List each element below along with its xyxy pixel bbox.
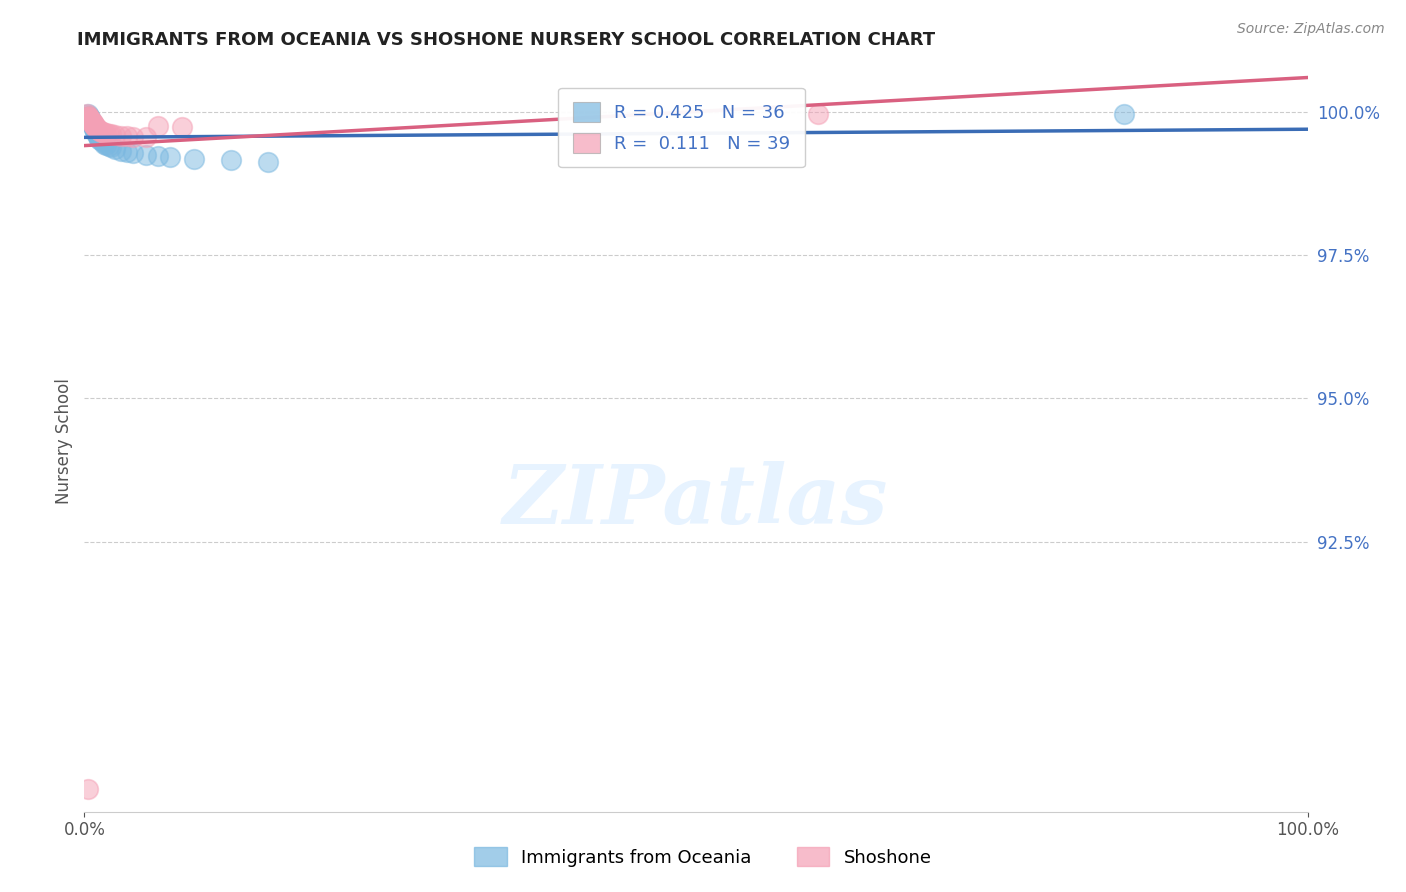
Point — [89, 124, 111, 138]
Point — [115, 145, 138, 159]
Point — [80, 115, 103, 129]
Point — [100, 140, 122, 154]
Point — [104, 142, 127, 156]
Point — [219, 153, 242, 168]
Point — [83, 118, 105, 132]
Point — [110, 128, 132, 143]
Point — [79, 113, 101, 128]
Point — [115, 129, 138, 144]
Text: IMMIGRANTS FROM OCEANIA VS SHOSHONE NURSERY SCHOOL CORRELATION CHART: IMMIGRANTS FROM OCEANIA VS SHOSHONE NURS… — [77, 31, 935, 49]
Point — [79, 112, 101, 126]
Point — [76, 107, 98, 121]
Point — [122, 145, 145, 160]
Point — [77, 112, 100, 126]
Point — [82, 117, 104, 131]
Point — [146, 119, 169, 133]
Legend: R = 0.425   N = 36, R =  0.111   N = 39: R = 0.425 N = 36, R = 0.111 N = 39 — [558, 87, 804, 168]
Legend: Immigrants from Oceania, Shoshone: Immigrants from Oceania, Shoshone — [467, 840, 939, 874]
Point — [807, 107, 830, 121]
Point — [77, 110, 100, 124]
Point — [79, 113, 101, 128]
Point — [80, 115, 103, 129]
Point — [97, 127, 120, 141]
Point — [91, 135, 114, 149]
Point — [146, 149, 169, 163]
Point — [79, 112, 101, 126]
Point — [93, 136, 115, 151]
Point — [104, 128, 127, 142]
Point — [82, 117, 104, 131]
Point — [80, 116, 103, 130]
Point — [87, 128, 110, 143]
Point — [86, 120, 108, 135]
Point — [83, 120, 105, 135]
Text: Source: ZipAtlas.com: Source: ZipAtlas.com — [1237, 22, 1385, 37]
Point — [87, 123, 110, 137]
Point — [77, 107, 100, 121]
Point — [77, 110, 100, 124]
Point — [77, 781, 100, 796]
Point — [90, 125, 112, 139]
Point — [89, 133, 111, 147]
Point — [83, 119, 105, 133]
Point — [172, 120, 194, 134]
Point — [84, 125, 107, 139]
Point — [96, 137, 118, 152]
Point — [135, 147, 157, 161]
Point — [84, 120, 107, 134]
Point — [93, 126, 115, 140]
Point — [183, 152, 205, 166]
Point — [159, 151, 181, 165]
Text: ZIPatlas: ZIPatlas — [503, 461, 889, 541]
Point — [87, 130, 110, 145]
Point — [97, 139, 120, 153]
Y-axis label: Nursery School: Nursery School — [55, 378, 73, 505]
Point — [87, 132, 110, 146]
Point — [257, 155, 280, 169]
Point — [86, 121, 108, 136]
Point — [82, 119, 104, 133]
Point — [83, 117, 105, 131]
Point — [91, 125, 114, 139]
Point — [86, 128, 108, 142]
Point — [87, 123, 110, 137]
Point — [86, 126, 108, 140]
Point — [84, 123, 107, 137]
Point — [96, 126, 118, 140]
Point — [77, 109, 100, 123]
Point — [83, 121, 105, 136]
Point — [77, 110, 100, 124]
Point — [80, 116, 103, 130]
Point — [84, 120, 107, 134]
Point — [1114, 107, 1136, 121]
Point — [100, 128, 122, 142]
Point — [77, 109, 100, 123]
Point — [80, 114, 103, 128]
Point — [79, 113, 101, 128]
Point — [82, 116, 104, 130]
Point — [135, 130, 157, 145]
Point — [86, 122, 108, 136]
Point — [110, 144, 132, 158]
Point — [122, 129, 145, 144]
Point — [79, 114, 101, 128]
